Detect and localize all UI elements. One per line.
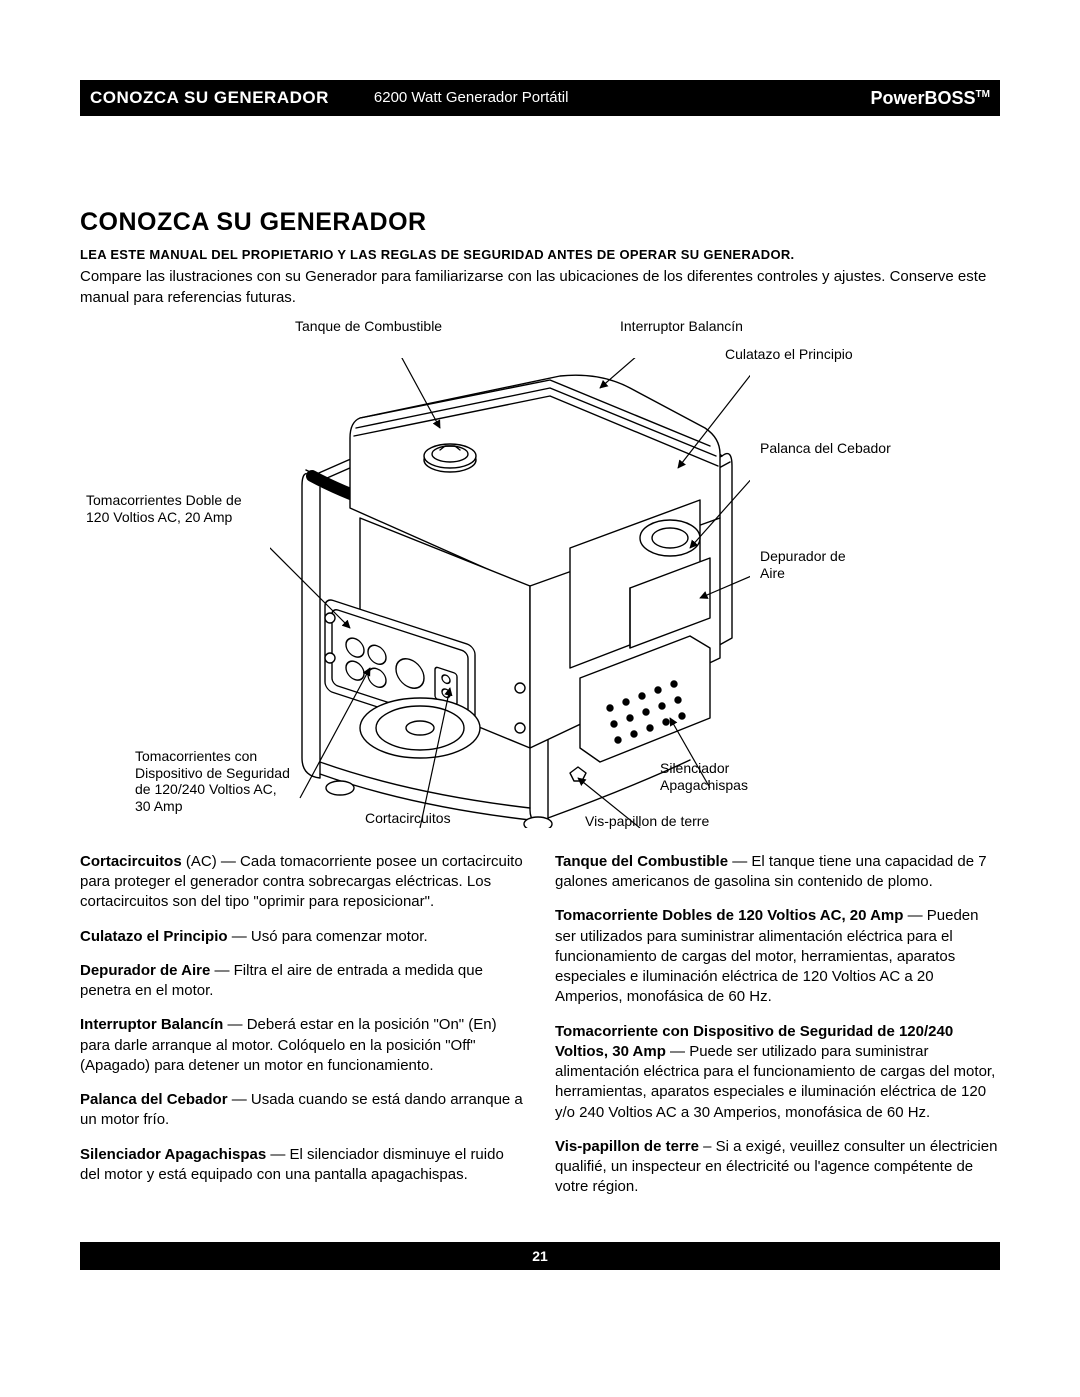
brand-text: PowerBOSS	[871, 88, 976, 108]
def-tomacorriente-seguridad: Tomacorriente con Dispositivo de Segurid…	[555, 1022, 1000, 1123]
generator-diagram: Tanque de Combustible Interruptor Balanc…	[80, 318, 1000, 838]
definitions-columns: Cortacircuitos (AC) — Cada tomacorriente…	[80, 852, 1000, 1212]
definitions-right-column: Tanque del Combustible — El tanque tiene…	[555, 852, 1000, 1212]
page-number: 21	[532, 1248, 548, 1264]
label-tomacorrientes-doble: Tomacorrientes Doble de 120 Voltios AC, …	[86, 492, 242, 526]
def-cortacircuitos: Cortacircuitos (AC) — Cada tomacorriente…	[80, 852, 525, 913]
header-section-title: CONOZCA SU GENERADOR	[90, 87, 329, 110]
def-culatazo: Culatazo el Principio — Usó para comenza…	[80, 927, 525, 947]
intro-paragraph: Compare las ilustraciones con su Generad…	[80, 267, 1000, 308]
label-palanca-cebador: Palanca del Cebador	[760, 440, 891, 457]
def-tanque: Tanque del Combustible — El tanque tiene…	[555, 852, 1000, 893]
brand-tm: TM	[976, 89, 990, 100]
label-tomacorrientes-seguridad: Tomacorrientes con Dispositivo de Seguri…	[135, 748, 290, 815]
generator-illustration	[270, 358, 750, 828]
page-subtitle: LEA ESTE MANUAL DEL PROPIETARIO Y LAS RE…	[80, 246, 1000, 264]
def-palanca: Palanca del Cebador — Usada cuando se es…	[80, 1090, 525, 1131]
def-depurador: Depurador de Aire — Filtra el aire de en…	[80, 961, 525, 1002]
def-vis-papillon: Vis-papillon de terre – Si a exigé, veui…	[555, 1137, 1000, 1198]
def-interruptor: Interruptor Balancín — Deberá estar en l…	[80, 1015, 525, 1076]
header-brand: PowerBOSSTM	[871, 86, 990, 110]
definitions-left-column: Cortacircuitos (AC) — Cada tomacorriente…	[80, 852, 525, 1212]
def-tomacorriente-doble: Tomacorriente Dobles de 120 Voltios AC, …	[555, 906, 1000, 1007]
label-interruptor-balancin: Interruptor Balancín	[620, 318, 743, 335]
footer-bar: 21	[80, 1242, 1000, 1270]
header-bar: CONOZCA SU GENERADOR 6200 Watt Generador…	[80, 80, 1000, 116]
def-silenciador: Silenciador Apagachispas — El silenciado…	[80, 1145, 525, 1186]
header-product-name: 6200 Watt Generador Portátil	[374, 88, 569, 108]
label-depurador-aire: Depurador de Aire	[760, 548, 846, 582]
label-tanque-combustible: Tanque de Combustible	[295, 318, 442, 335]
page-title: CONOZCA SU GENERADOR	[80, 206, 1000, 240]
